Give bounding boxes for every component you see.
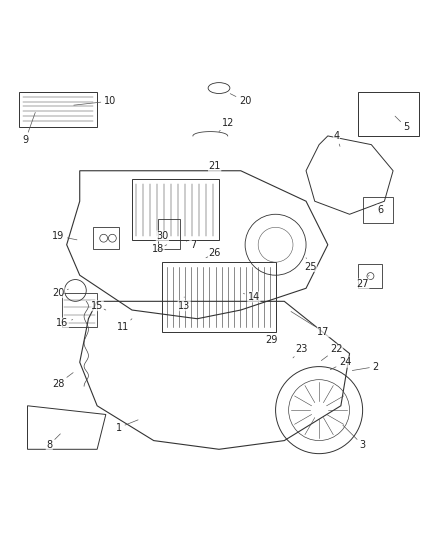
Text: 24: 24 [330, 357, 351, 370]
Text: 20: 20 [52, 288, 68, 297]
Bar [62, 293, 97, 327]
Text: 1: 1 [116, 420, 138, 433]
Text: 15: 15 [91, 301, 106, 311]
Text: 17: 17 [291, 311, 330, 337]
Text: 4: 4 [333, 131, 340, 147]
Text: 10: 10 [74, 96, 117, 106]
Text: 3: 3 [343, 425, 366, 450]
Text: 26: 26 [206, 248, 221, 259]
Text: 29: 29 [265, 335, 277, 345]
Bar [158, 219, 180, 249]
Bar [358, 264, 382, 288]
Text: 23: 23 [293, 344, 308, 358]
Text: 22: 22 [321, 344, 343, 361]
Text: 12: 12 [219, 118, 234, 132]
Text: 19: 19 [52, 231, 77, 241]
Bar [132, 180, 219, 240]
Text: 11: 11 [117, 319, 132, 333]
Text: 18: 18 [152, 244, 167, 254]
Bar [162, 262, 276, 332]
Text: 7: 7 [187, 240, 196, 250]
Text: 20: 20 [230, 94, 251, 106]
Bar [93, 228, 119, 249]
Text: 30: 30 [156, 231, 169, 241]
Text: 16: 16 [56, 318, 73, 328]
Text: 8: 8 [46, 434, 60, 450]
Text: 27: 27 [357, 275, 369, 289]
Text: 6: 6 [377, 205, 383, 215]
Text: 14: 14 [244, 292, 260, 302]
Text: 9: 9 [22, 112, 35, 146]
Text: 25: 25 [304, 258, 317, 271]
Text: 5: 5 [395, 116, 409, 132]
Text: 28: 28 [52, 373, 73, 389]
Text: 13: 13 [178, 297, 190, 311]
Text: 2: 2 [352, 361, 379, 372]
Text: 21: 21 [208, 161, 221, 172]
